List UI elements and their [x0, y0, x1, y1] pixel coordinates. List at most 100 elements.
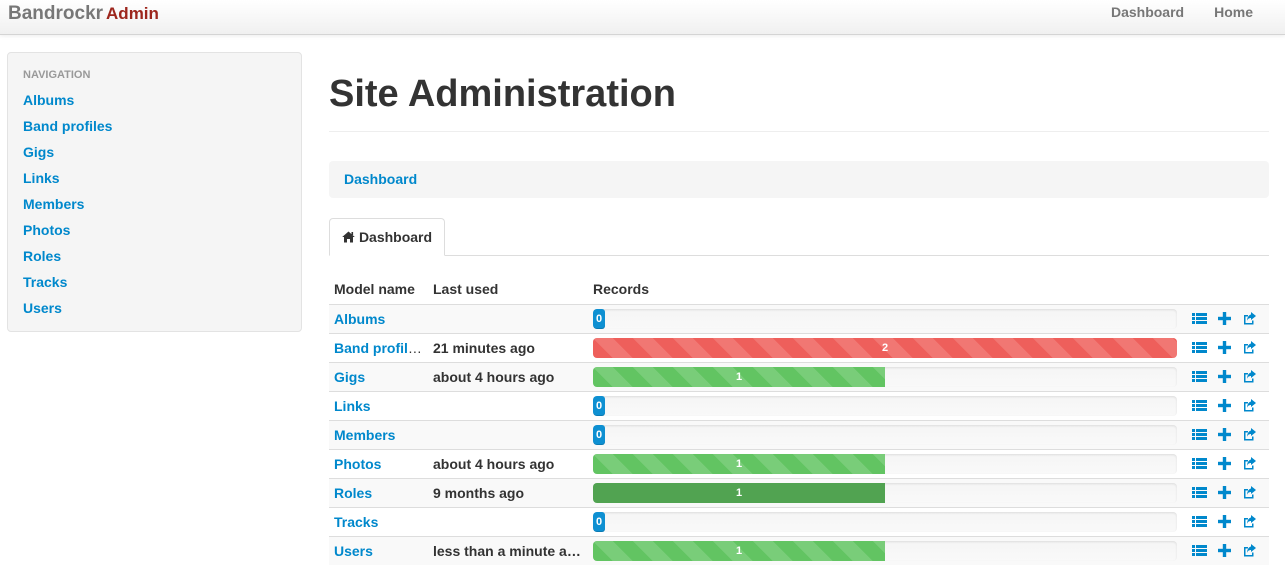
sidebar-item-users[interactable]: Users	[23, 300, 62, 316]
model-name-cell: Band profiles	[329, 332, 428, 362]
plus-icon[interactable]	[1217, 514, 1232, 529]
sidebar-item-photos[interactable]: Photos	[23, 222, 71, 238]
export-icon[interactable]	[1242, 369, 1257, 384]
last-used-cell: less than a minute ago	[428, 535, 588, 565]
table-header-row: Model name Last used Records	[329, 275, 1269, 304]
records-progress-fill: 1	[593, 540, 885, 561]
records-cell: 1	[588, 361, 1182, 391]
plus-icon[interactable]	[1217, 369, 1232, 384]
records-progress-fill: 0	[593, 308, 605, 329]
brand-admin-label: Admin	[106, 4, 159, 23]
model-link[interactable]: Band profiles	[334, 339, 424, 356]
records-progress-bar: 0	[593, 511, 1177, 532]
model-name-cell: Members	[329, 419, 428, 449]
sidebar-item-gigs[interactable]: Gigs	[23, 144, 55, 160]
model-link[interactable]: Photos	[334, 455, 382, 472]
actions-cell	[1182, 448, 1269, 478]
records-cell: 0	[588, 419, 1182, 449]
plus-icon[interactable]	[1217, 543, 1232, 558]
records-progress-fill: 2	[593, 337, 1177, 358]
export-icon[interactable]	[1242, 456, 1257, 471]
top-nav-home-link[interactable]: Home	[1214, 4, 1253, 20]
actions-cell	[1182, 390, 1269, 420]
records-cell: 0	[588, 390, 1182, 420]
export-icon[interactable]	[1242, 514, 1257, 529]
records-progress-fill: 1	[593, 482, 885, 503]
breadcrumb: Dashboard	[329, 161, 1269, 198]
actions-cell	[1182, 361, 1269, 391]
top-nav-links: Dashboard Home	[1096, 0, 1285, 35]
model-link[interactable]: Tracks	[334, 513, 379, 530]
export-icon[interactable]	[1242, 398, 1257, 413]
sidebar-item-members[interactable]: Members	[23, 196, 85, 212]
records-progress-bar: 0	[593, 424, 1177, 445]
records-cell: 2	[588, 332, 1182, 362]
plus-icon[interactable]	[1217, 456, 1232, 471]
list-icon[interactable]	[1192, 427, 1207, 442]
plus-icon[interactable]	[1217, 485, 1232, 500]
sidebar-navigation: Navigation Albums Band profiles Gigs Lin…	[7, 52, 302, 332]
column-header-actions	[1182, 275, 1269, 304]
export-icon[interactable]	[1242, 427, 1257, 442]
table-row: Tracks 0	[329, 506, 1269, 536]
list-icon[interactable]	[1192, 398, 1207, 413]
records-progress-bar: 1	[593, 540, 1177, 561]
table-row: Band profiles 21 minutes ago 2	[329, 332, 1269, 362]
list-icon[interactable]	[1192, 311, 1207, 326]
last-used-cell	[428, 303, 588, 333]
sidebar-item-links[interactable]: Links	[23, 170, 60, 186]
last-used-cell	[428, 390, 588, 420]
sidebar-item-tracks[interactable]: Tracks	[23, 274, 68, 290]
model-link[interactable]: Members	[334, 426, 396, 443]
export-icon[interactable]	[1242, 340, 1257, 355]
records-progress-bar: 2	[593, 337, 1177, 358]
tab-dashboard[interactable]: Dashboard	[329, 218, 445, 256]
table-row: Links 0	[329, 390, 1269, 420]
records-progress-fill: 1	[593, 453, 885, 474]
list-icon[interactable]	[1192, 340, 1207, 355]
model-link[interactable]: Links	[334, 397, 371, 414]
list-icon[interactable]	[1192, 514, 1207, 529]
list-icon[interactable]	[1192, 369, 1207, 384]
plus-icon[interactable]	[1217, 340, 1232, 355]
actions-cell	[1182, 303, 1269, 333]
records-progress-fill: 0	[593, 511, 605, 532]
models-table: Model name Last used Records Albums 0 Band…	[329, 275, 1269, 565]
sidebar-item-band-profiles[interactable]: Band profiles	[23, 118, 113, 134]
records-progress-fill: 0	[593, 424, 605, 445]
model-name-cell: Tracks	[329, 506, 428, 536]
model-link[interactable]: Gigs	[334, 368, 366, 385]
sidebar-item-albums[interactable]: Albums	[23, 92, 75, 108]
column-header-model: Model name	[334, 281, 415, 298]
model-link[interactable]: Users	[334, 542, 373, 559]
table-row: Albums 0	[329, 303, 1269, 333]
brand-name: Bandrockr	[8, 3, 104, 24]
top-nav-dashboard-link[interactable]: Dashboard	[1110, 4, 1185, 20]
actions-cell	[1182, 477, 1269, 507]
page-title: Site Administration	[329, 73, 676, 115]
table-row: Photos about 4 hours ago 1	[329, 448, 1269, 478]
list-icon[interactable]	[1192, 485, 1207, 500]
sidebar-item-roles[interactable]: Roles	[23, 248, 62, 264]
plus-icon[interactable]	[1217, 311, 1232, 326]
column-header-records: Records	[593, 281, 650, 298]
records-cell: 1	[588, 448, 1182, 478]
model-name-cell: Roles	[329, 477, 428, 507]
export-icon[interactable]	[1242, 543, 1257, 558]
model-link[interactable]: Albums	[334, 310, 386, 327]
records-progress-fill: 1	[593, 366, 885, 387]
model-link[interactable]: Roles	[334, 484, 373, 501]
home-icon	[342, 231, 355, 243]
export-icon[interactable]	[1242, 311, 1257, 326]
actions-cell	[1182, 506, 1269, 536]
plus-icon[interactable]	[1217, 398, 1232, 413]
last-used-cell	[428, 419, 588, 449]
list-icon[interactable]	[1192, 456, 1207, 471]
breadcrumb-dashboard-link[interactable]: Dashboard	[344, 171, 418, 187]
list-icon[interactable]	[1192, 543, 1207, 558]
plus-icon[interactable]	[1217, 427, 1232, 442]
export-icon[interactable]	[1242, 485, 1257, 500]
brand-link[interactable]: Bandrockr Admin	[8, 3, 159, 25]
records-cell: 0	[588, 506, 1182, 536]
last-used-cell: about 4 hours ago	[428, 448, 588, 478]
